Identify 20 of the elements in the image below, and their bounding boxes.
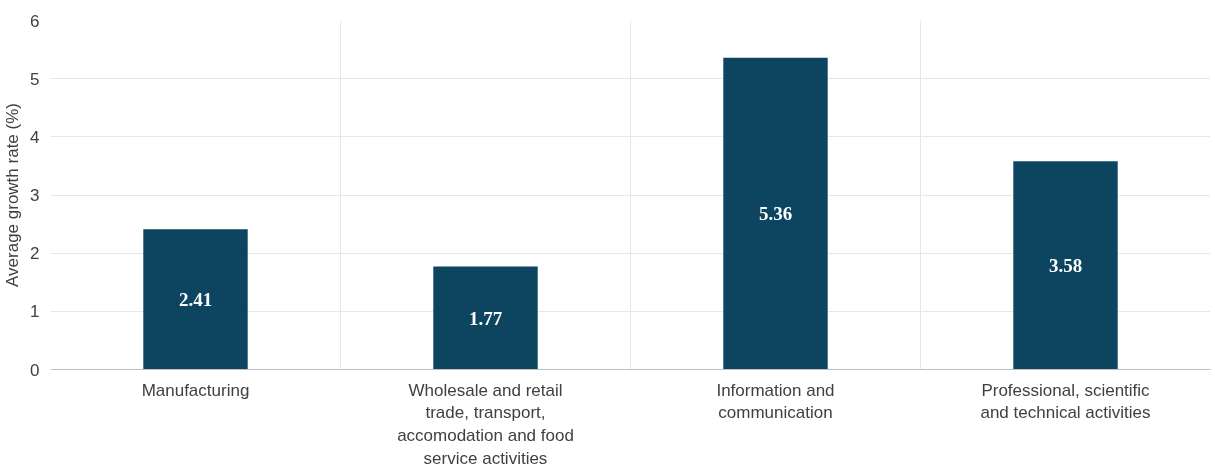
y-tick-label: 2	[30, 244, 40, 264]
data-label: 1.77	[468, 307, 503, 329]
y-tick-label: 0	[30, 360, 40, 380]
y-tick-label: 6	[30, 11, 40, 31]
bar	[143, 229, 248, 370]
x-tick-label: Manufacturing	[141, 380, 250, 400]
y-tick-label: 5	[30, 69, 40, 89]
y-tick-label: 1	[30, 302, 40, 322]
bar	[433, 266, 538, 370]
data-label: 5.36	[758, 203, 793, 225]
y-axis-title: Average growth rate (%)	[3, 103, 23, 287]
y-tick-label: 4	[30, 127, 40, 147]
x-tick-label: Information and communication	[716, 380, 835, 423]
bar	[723, 57, 828, 370]
x-tick-label: Professional, scientific and technical activities	[980, 380, 1151, 423]
y-tick-label: 3	[30, 186, 40, 205]
data-label: 2.41	[178, 288, 213, 310]
x-tick-label: Wholesale and retail trade, transport, accomodation and food service activities	[397, 380, 574, 468]
bar	[1013, 161, 1118, 370]
data-label: 3.58	[1048, 254, 1083, 276]
